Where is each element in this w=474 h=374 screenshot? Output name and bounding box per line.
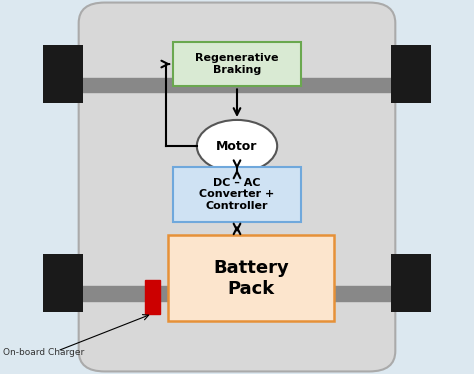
- FancyBboxPatch shape: [173, 42, 301, 86]
- Text: Regenerative
Braking: Regenerative Braking: [195, 53, 279, 75]
- Bar: [391, 45, 431, 103]
- Bar: [53, 78, 421, 92]
- Bar: [43, 45, 83, 103]
- Bar: [145, 280, 160, 314]
- Bar: [43, 254, 83, 312]
- Text: DC – AC
Converter +
Controller: DC – AC Converter + Controller: [200, 178, 274, 211]
- FancyBboxPatch shape: [168, 236, 334, 321]
- Bar: [53, 286, 421, 301]
- Text: Battery
Pack: Battery Pack: [213, 259, 289, 298]
- FancyBboxPatch shape: [173, 166, 301, 223]
- Bar: [391, 254, 431, 312]
- FancyBboxPatch shape: [79, 3, 395, 371]
- Text: On-board Charger: On-board Charger: [3, 348, 84, 357]
- Text: Motor: Motor: [216, 140, 258, 153]
- Ellipse shape: [197, 120, 277, 172]
